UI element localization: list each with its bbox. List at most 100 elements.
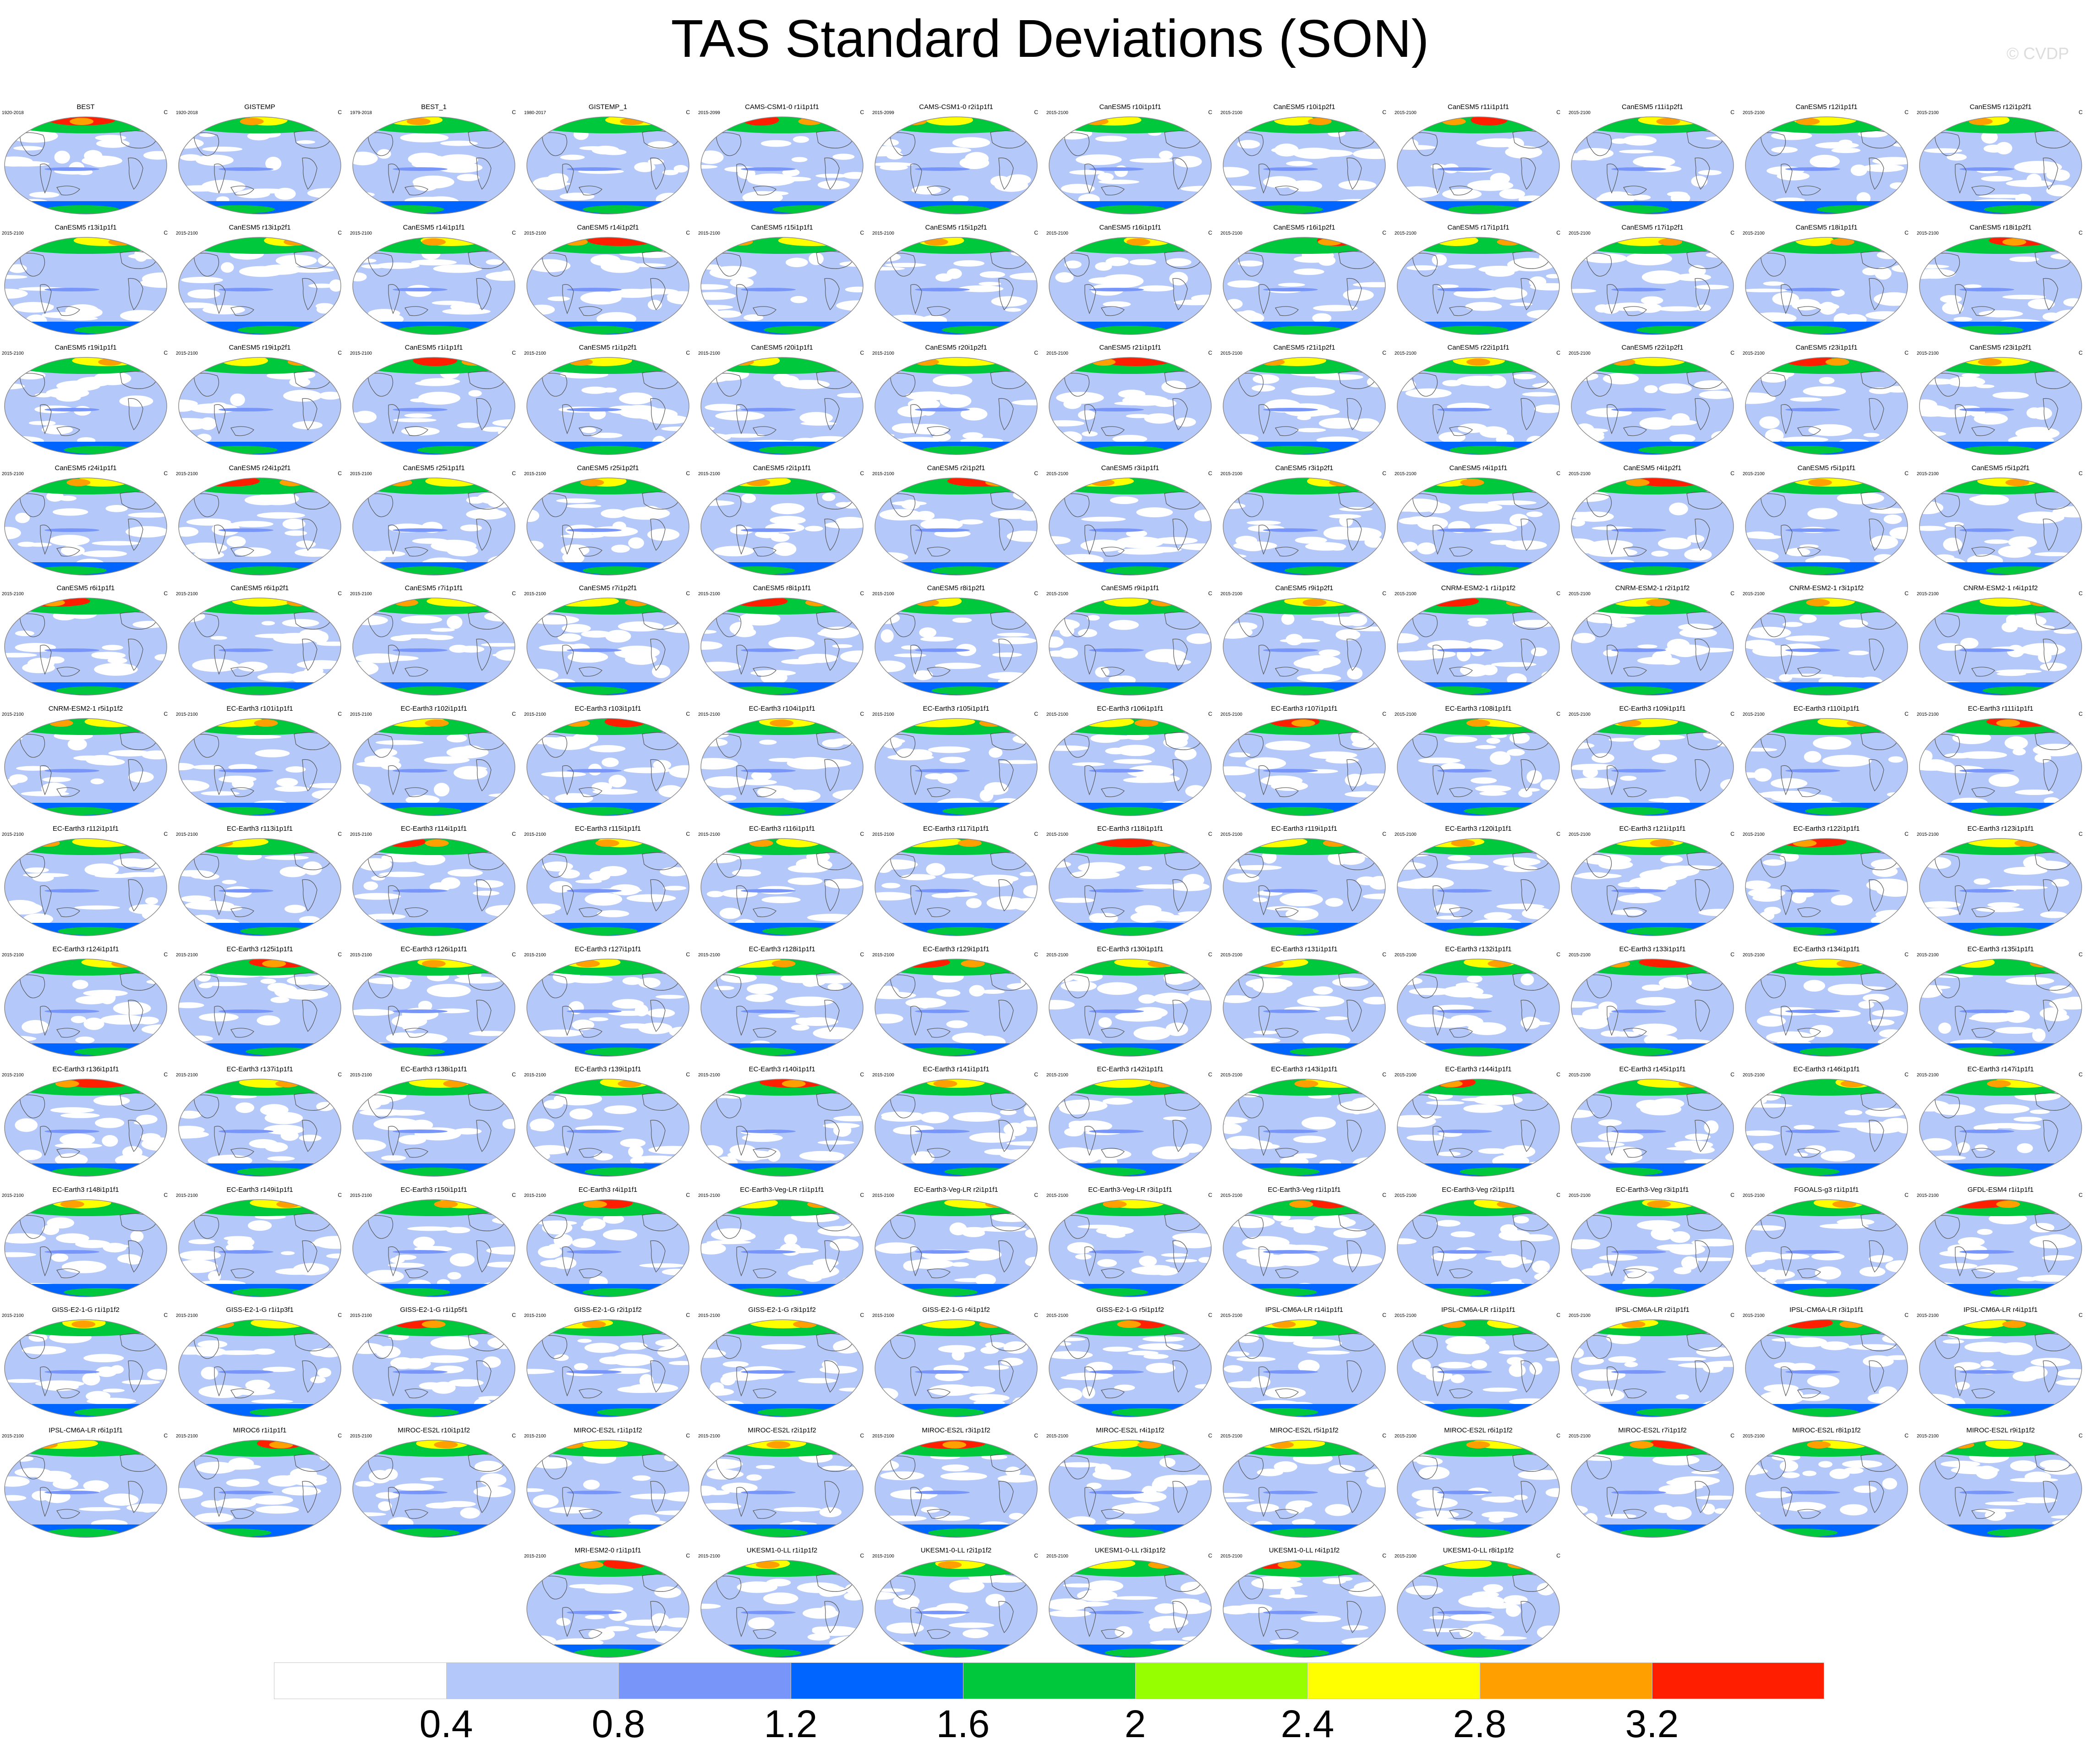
map-period: 2015-2100	[1046, 230, 1068, 236]
world-map	[1049, 477, 1212, 576]
map-period: 2015-2100	[1046, 110, 1068, 115]
map-panel: IPSL-CM6A-LR r6i1p1f1 2015-2100 C	[0, 1426, 171, 1542]
world-map	[700, 116, 864, 214]
map-period: 2015-2100	[1569, 110, 1591, 115]
map-title: CanESM5 r18i1p1f1	[1795, 223, 1858, 231]
map-panel: GISS-E2-1-G r1i1p1f2 2015-2100 C	[0, 1306, 171, 1421]
world-map	[4, 116, 167, 214]
map-period: 1979-2018	[350, 110, 372, 115]
map-panel: EC-Earth3 r124i1p1f1 2015-2100 C	[0, 945, 171, 1061]
map-unit-label: C	[1034, 1071, 1038, 1078]
map-panel: EC-Earth3 r108i1p1f1 2015-2100 C	[1393, 705, 1564, 820]
map-title: CanESM5 r23i1p1f1	[1795, 344, 1858, 351]
map-panel: CanESM5 r20i1p2f1 2015-2100 C	[870, 344, 1042, 459]
world-map	[1745, 1199, 1908, 1297]
map-panel: UKESM1-0-LL r1i1p1f2 2015-2100 C	[696, 1547, 868, 1662]
colorbar-swatch	[274, 1662, 446, 1699]
map-unit-label: C	[1556, 470, 1560, 477]
world-map	[1745, 1079, 1908, 1177]
map-unit-label: C	[686, 1312, 690, 1318]
map-title: MIROC-ES2L r6i1p1f2	[1444, 1426, 1513, 1434]
map-panel: EC-Earth3 r122i1p1f1 2015-2100 C	[1741, 825, 1912, 940]
map-panel: EC-Earth3 r119i1p1f1 2015-2100 C	[1219, 825, 1390, 940]
map-period: 2015-2100	[1569, 471, 1591, 477]
map-title: CanESM5 r13i1p1f1	[55, 223, 117, 231]
map-panel: UKESM1-0-LL r8i1p1f2 2015-2100 C	[1393, 1547, 1564, 1662]
map-panel: EC-Earth3 r148i1p1f1 2015-2100 C	[0, 1186, 171, 1301]
world-map	[1223, 357, 1386, 455]
map-unit-label: C	[1382, 1432, 1386, 1439]
map-title: GISS-E2-1-G r3i1p1f2	[748, 1306, 816, 1314]
world-map	[1919, 116, 2082, 214]
map-panel: EC-Earth3 r117i1p1f1 2015-2100 C	[870, 825, 1042, 940]
map-title: EC-Earth3 r114i1p1f1	[401, 825, 467, 833]
map-title: CanESM5 r11i1p1f1	[1448, 103, 1509, 111]
map-title: CanESM5 r13i1p2f1	[229, 223, 291, 231]
map-period: 2015-2100	[872, 230, 894, 236]
map-period: 2015-2100	[524, 1554, 546, 1559]
map-panel: CNRM-ESM2-1 r4i1p1f2 2015-2100 C	[1915, 584, 2086, 700]
map-title: EC-Earth3 r128i1p1f1	[749, 945, 815, 953]
map-title: EC-Earth3-Veg-LR r3i1p1f1	[1088, 1185, 1172, 1194]
map-panel: EC-Earth3 r149i1p1f1 2015-2100 C	[174, 1186, 345, 1301]
world-map	[1049, 1079, 1212, 1177]
map-title: IPSL-CM6A-LR r14i1p1f1	[1265, 1306, 1344, 1314]
map-panel: MIROC-ES2L r10i1p1f2 2015-2100 C	[348, 1426, 520, 1542]
map-period: 2015-2100	[176, 592, 198, 597]
world-map	[4, 958, 167, 1057]
map-period: 2015-2100	[1917, 832, 1939, 837]
world-map	[352, 718, 515, 816]
map-panel: EC-Earth3 r114i1p1f1 2015-2100 C	[348, 825, 520, 940]
map-period: 2015-2100	[1395, 1313, 1416, 1318]
map-panel: GISS-E2-1-G r1i1p3f1 2015-2100 C	[174, 1306, 345, 1421]
map-panel: CanESM5 r10i1p2f1 2015-2100 C	[1219, 103, 1390, 219]
world-map	[1919, 598, 2082, 696]
world-map	[1919, 718, 2082, 816]
map-panel: GISTEMP 1920-2018 C	[174, 103, 345, 219]
map-title: EC-Earth3 r133i1p1f1	[1619, 945, 1686, 953]
map-unit-label: C	[686, 1552, 690, 1559]
map-unit-label: C	[512, 590, 516, 597]
world-map	[526, 1079, 689, 1177]
map-panel: CanESM5 r23i1p1f1 2015-2100 C	[1741, 344, 1912, 459]
map-unit-label: C	[1208, 1071, 1212, 1078]
map-unit-label: C	[1034, 109, 1038, 115]
map-unit-label: C	[686, 1071, 690, 1078]
map-period: 2015-2100	[1569, 1073, 1591, 1078]
map-title: EC-Earth3 r132i1p1f1	[1445, 945, 1512, 953]
map-unit-label: C	[2078, 470, 2083, 477]
map-title: EC-Earth3 r131i1p1f1	[1271, 945, 1338, 953]
world-map	[700, 1439, 864, 1538]
map-period: 2015-2100	[872, 471, 894, 477]
map-unit-label: C	[1382, 470, 1386, 477]
world-map	[178, 477, 341, 576]
map-panel: CanESM5 r4i1p1f1 2015-2100 C	[1393, 464, 1564, 580]
map-unit-label: C	[860, 350, 864, 356]
map-unit-label: C	[164, 831, 168, 837]
map-title: EC-Earth3-Veg r2i1p1f1	[1442, 1185, 1515, 1194]
map-unit-label: C	[1904, 470, 1909, 477]
map-title: CanESM5 r5i1p1f1	[1797, 464, 1856, 472]
map-unit-label: C	[860, 1191, 864, 1198]
world-map	[1397, 1439, 1560, 1538]
map-title: MIROC-ES2L r1i1p1f2	[574, 1426, 642, 1434]
map-period: 2015-2100	[350, 1193, 372, 1198]
map-title: CanESM5 r25i1p2f1	[577, 464, 639, 472]
world-map	[352, 1079, 515, 1177]
map-panel: EC-Earth3 r135i1p1f1 2015-2100 C	[1915, 945, 2086, 1061]
map-unit-label: C	[1556, 710, 1560, 717]
map-unit-label: C	[164, 710, 168, 717]
world-map	[526, 236, 689, 335]
map-title: MIROC-ES2L r2i1p1f2	[748, 1426, 816, 1434]
world-map	[1571, 236, 1734, 335]
map-title: EC-Earth3 r109i1p1f1	[1619, 704, 1686, 713]
map-period: 2015-2100	[1046, 1193, 1068, 1198]
map-period: 2015-2100	[1046, 832, 1068, 837]
map-period: 2015-2100	[350, 1073, 372, 1078]
map-title: CanESM5 r4i1p1f1	[1449, 464, 1508, 472]
map-title: EC-Earth3 r134i1p1f1	[1793, 945, 1860, 953]
map-panel: GISS-E2-1-G r3i1p1f2 2015-2100 C	[696, 1306, 868, 1421]
map-unit-label: C	[1904, 1312, 1909, 1318]
map-unit-label: C	[860, 951, 864, 958]
map-title: EC-Earth3 r105i1p1f1	[923, 704, 990, 713]
